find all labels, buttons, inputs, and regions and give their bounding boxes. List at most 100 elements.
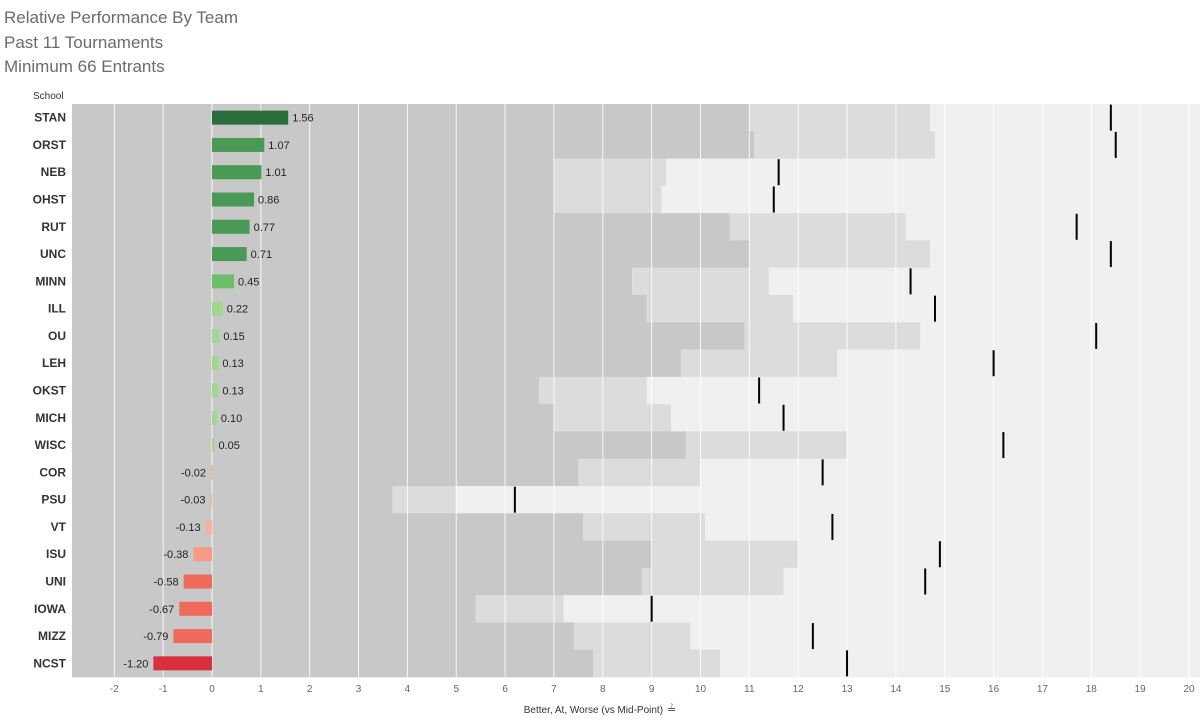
sort-icon[interactable]: ≟	[667, 704, 677, 716]
bar-neb[interactable]	[212, 165, 262, 180]
band-better-mich	[671, 404, 1200, 432]
band-at-vt	[583, 513, 706, 541]
band-at-uni	[641, 567, 784, 596]
x-tick-label: 1	[258, 684, 264, 695]
x-tick-label: 5	[453, 684, 459, 695]
bars-layer	[153, 110, 289, 671]
band-worse-wisc	[72, 431, 686, 460]
band-better-stan	[930, 104, 1200, 132]
row-label-stan: STAN	[34, 111, 66, 125]
bar-cor[interactable]	[211, 465, 213, 480]
x-tick-label: -1	[159, 684, 168, 695]
band-at-mich	[553, 404, 672, 432]
band-better-ill	[793, 295, 1200, 323]
row-label-psu: PSU	[41, 493, 66, 507]
row-label-okst: OKST	[33, 384, 67, 398]
bar-mizz[interactable]	[173, 629, 212, 644]
bar-orst[interactable]	[212, 137, 265, 152]
x-tick-label: 4	[405, 684, 411, 695]
band-at-stan	[749, 104, 931, 132]
x-tick-label: 3	[356, 684, 362, 695]
data-label-iowa: -0.67	[149, 604, 174, 616]
bar-ncst[interactable]	[153, 656, 212, 671]
row-label-isu: ISU	[46, 547, 66, 561]
band-worse-iowa	[72, 595, 476, 623]
x-tick-label: 9	[649, 684, 655, 695]
grid-layer	[113, 104, 1190, 677]
data-label-ill: 0.22	[227, 304, 248, 316]
x-tick-label: 10	[695, 684, 707, 695]
band-at-leh	[680, 349, 838, 378]
band-better-orst	[934, 131, 1200, 159]
bar-vt[interactable]	[205, 519, 212, 534]
band-at-orst	[754, 131, 935, 159]
data-label-ncst: -1.20	[123, 658, 148, 670]
row-label-ohst: OHST	[33, 193, 67, 207]
ticks-layer: -2 -1 0 1 2 3 4 5 6 7 8 9 10 11 12 13 14 15 16 17 18 19 20	[110, 684, 1195, 695]
band-better-minn	[768, 267, 1200, 296]
row-header-school: School	[33, 91, 64, 102]
x-tick-label: 14	[890, 684, 902, 695]
x-tick-label: 13	[841, 684, 853, 695]
row-label-minn: MINN	[35, 274, 66, 288]
band-at-neb	[553, 158, 667, 187]
bar-wisc[interactable]	[212, 438, 215, 453]
bar-iowa[interactable]	[179, 601, 212, 616]
x-tick-label: 6	[502, 684, 508, 695]
band-better-mizz	[690, 622, 1200, 651]
band-better-wisc	[847, 431, 1200, 460]
band-better-rut	[905, 213, 1200, 241]
band-worse-mich	[72, 404, 554, 432]
row-label-neb: NEB	[41, 165, 67, 179]
bar-uni[interactable]	[183, 574, 212, 589]
bar-unc[interactable]	[212, 247, 247, 262]
bar-psu[interactable]	[210, 492, 213, 507]
bar-ill[interactable]	[212, 301, 223, 316]
data-label-vt: -0.13	[176, 522, 201, 534]
data-label-uni: -0.58	[154, 577, 179, 589]
band-better-leh	[837, 349, 1200, 378]
band-worse-ohst	[72, 185, 554, 214]
band-worse-ncst	[72, 649, 594, 678]
data-label-minn: 0.45	[238, 276, 259, 288]
row-label-cor: COR	[39, 465, 66, 479]
row-label-mizz: MIZZ	[38, 629, 66, 643]
row-label-iowa: IOWA	[34, 602, 66, 616]
bar-isu[interactable]	[193, 547, 212, 562]
band-better-uni	[783, 567, 1200, 596]
band-at-ncst	[593, 649, 721, 678]
bar-rut[interactable]	[212, 219, 250, 234]
bar-minn[interactable]	[212, 274, 234, 289]
bar-ou[interactable]	[212, 328, 220, 343]
row-label-ou: OU	[48, 329, 66, 343]
x-tick-label: 0	[209, 684, 215, 695]
data-label-ohst: 0.86	[258, 195, 279, 207]
bar-leh[interactable]	[212, 356, 219, 371]
x-tick-label: 12	[793, 684, 805, 695]
bar-ohst[interactable]	[212, 192, 255, 207]
band-at-cor	[578, 458, 701, 487]
bar-mich[interactable]	[212, 410, 217, 425]
band-at-ohst	[553, 185, 662, 214]
row-label-orst: ORST	[33, 138, 67, 152]
band-worse-minn	[72, 267, 633, 296]
band-better-neb	[666, 158, 1200, 187]
band-worse-psu	[72, 486, 393, 514]
chart-subtitle-tournaments: Past 11 Tournaments	[4, 33, 164, 52]
x-tick-label: -2	[110, 684, 119, 695]
data-label-rut: 0.77	[254, 222, 275, 234]
chart-subtitle-entrants: Minimum 66 Entrants	[4, 57, 165, 76]
data-label-wisc: 0.05	[218, 440, 239, 452]
data-label-orst: 1.07	[268, 140, 289, 152]
band-at-isu	[651, 540, 799, 569]
markers-layer	[513, 104, 1117, 677]
bar-stan[interactable]	[212, 110, 289, 125]
band-at-unc	[749, 240, 931, 269]
band-at-wisc	[685, 431, 848, 460]
row-label-mich: MICH	[35, 411, 66, 425]
band-better-isu	[798, 540, 1200, 569]
bar-okst[interactable]	[212, 383, 219, 398]
row-label-leh: LEH	[42, 356, 66, 370]
x-axis-title: Better, At, Worse (vs Mid-Point)	[523, 705, 664, 716]
